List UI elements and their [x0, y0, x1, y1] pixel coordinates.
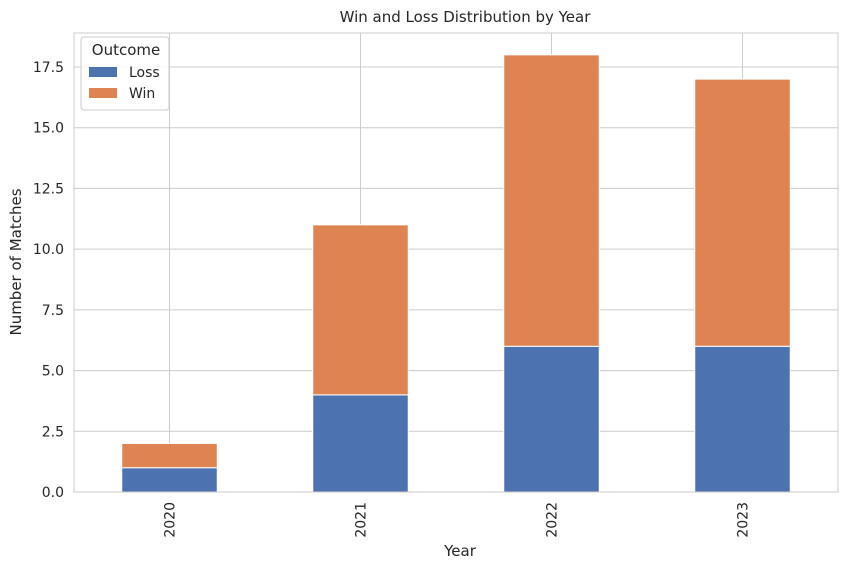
legend-label-win: Win [129, 86, 155, 102]
y-gridlines [74, 66, 838, 493]
bar-loss-2022 [503, 345, 600, 493]
y-tick-label: 7.5 [42, 303, 64, 319]
x-tick-label: 2023 [736, 502, 752, 538]
y-tick-label: 12.5 [33, 181, 64, 197]
chart-title: Win and Loss Distribution by Year [340, 8, 592, 26]
plot-frame [73, 32, 839, 493]
bar-win-2023 [694, 78, 791, 347]
legend-swatch-win [89, 88, 117, 98]
x-tick-label: 2022 [545, 502, 561, 538]
y-tick-label: 17.5 [33, 60, 64, 76]
x-axis-label: Year [443, 542, 477, 560]
bar-loss-2023 [694, 345, 791, 493]
y-tick-label: 5.0 [42, 364, 64, 380]
y-tick-label: 2.5 [42, 424, 64, 440]
legend: Outcome Loss Win [80, 36, 170, 111]
y-tick-label: 10.0 [33, 242, 64, 258]
bar-loss-2020 [121, 467, 218, 493]
x-tick-label: 2020 [163, 502, 179, 538]
legend-items: Loss Win [89, 65, 160, 102]
x-tick-labels: 2020 2021 2022 2023 [163, 502, 752, 538]
bar-win-2020 [121, 442, 218, 469]
bar-win-2022 [503, 54, 600, 347]
bar-loss-2021 [312, 394, 409, 493]
x-gridlines [169, 33, 743, 492]
y-axis-label: Number of Matches [7, 188, 25, 335]
bars [121, 54, 791, 493]
y-tick-label: 15.0 [33, 121, 64, 137]
y-tick-labels: 0.0 2.5 5.0 7.5 10.0 12.5 15.0 17.5 [33, 60, 64, 501]
x-tick-label: 2021 [354, 502, 370, 538]
bar-win-2021 [312, 224, 409, 396]
legend-swatch-loss [89, 67, 117, 77]
legend-title: Outcome [92, 41, 160, 59]
legend-label-loss: Loss [129, 65, 160, 81]
y-tick-label: 0.0 [42, 485, 64, 501]
